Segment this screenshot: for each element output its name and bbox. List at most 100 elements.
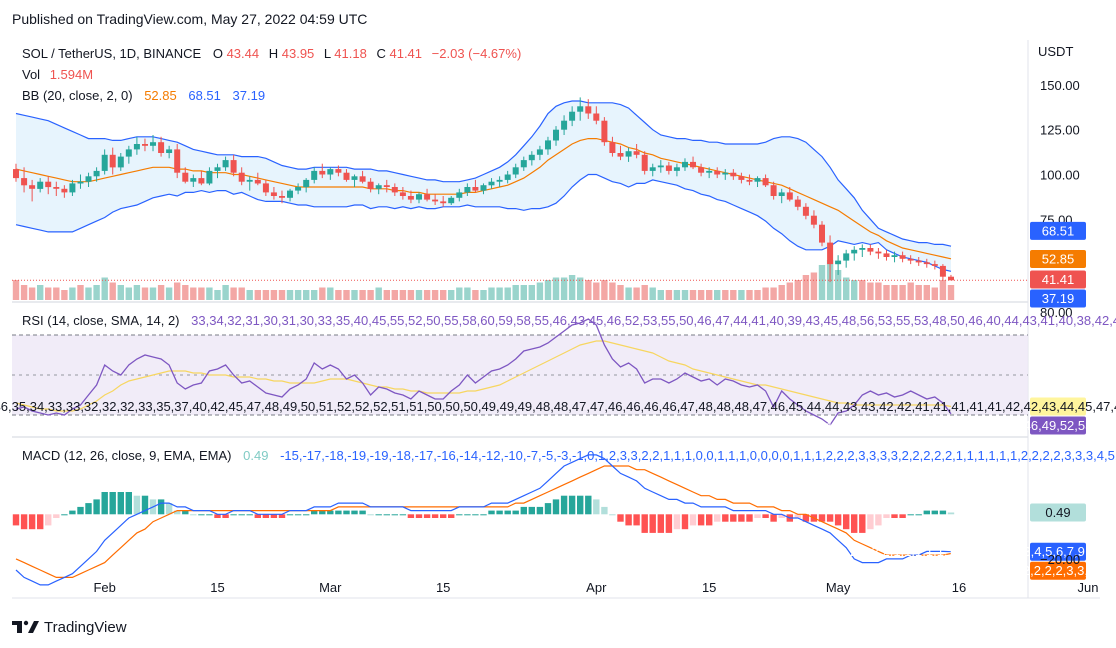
legend-volume[interactable]: Vol 1.594M [22,67,93,82]
macd-hist-bar [585,495,592,515]
macd-hist-bar [448,514,455,518]
candle [383,179,390,193]
volume-bar [649,287,656,300]
badge-macd-hist-value: 0.49 [1045,505,1070,520]
macd-hist-bar [633,514,640,526]
published-caption: Published on TradingView.com, May 27, 20… [12,11,367,27]
candle [528,151,535,166]
badge-bb-lower-value: 37.19 [1042,291,1075,306]
macd-hist-bar [931,510,938,515]
macd-hist-bar [568,495,576,515]
candle [730,169,737,180]
bb-lower-band-line [15,173,952,272]
time-axis-label: Feb [93,580,115,595]
macd-hist-bar [875,514,882,526]
tradingview-logo[interactable]: TradingView [12,619,127,636]
macd-hist-bar [939,510,947,515]
candle [287,188,293,202]
macd-hist-bar [722,514,729,522]
macd-hist-bar [649,514,656,533]
volume-bar [762,287,769,300]
volume-bar [93,285,100,300]
candle [948,274,954,281]
candle [633,144,640,159]
candle [117,153,124,171]
candle [810,210,817,229]
macd-hist-bar [335,510,342,515]
volume-bar [931,287,938,300]
volume-bar [12,280,20,300]
candle [37,178,44,193]
macd-hist-bar [778,514,785,518]
legend-high-key: H [269,46,278,61]
legend-bb-basis: 52.85 [144,88,177,103]
macd-hist-bar [456,514,463,516]
legend-symbol: SOL / TetherUS, 1D, BINANCE [22,46,202,61]
volume-bar [383,290,390,300]
macd-hist-bar [93,499,100,515]
macd-hist-bar [399,514,407,516]
candle [311,167,318,184]
volume-bar [859,280,866,300]
volume-bar [480,290,487,300]
time-axis[interactable]: Feb 15 Mar 15 Apr 15 May 16 Jun [93,580,1098,595]
legend-bb[interactable]: BB (20, close, 2, 0) 52.85 68.51 37.19 [22,88,265,103]
candle [923,258,930,268]
macd-hist-bar [375,514,382,516]
candle [133,136,140,155]
legend-rsi-value: 33,34,32,31,30,31,30,33,35,40,45,55,52,5… [191,313,1116,328]
candle [625,147,632,162]
volume-bar [133,285,141,300]
macd-hist-bar [697,514,705,526]
volume-bar [294,290,302,300]
price-axis-tick: 150.00 [1040,78,1080,93]
bb-upper-band-line [15,100,952,247]
macd-hist-bar [488,510,495,515]
volume-bar [770,287,777,300]
time-axis-label: Jun [1078,580,1099,595]
volume-bar [907,282,914,300]
macd-panel[interactable] [12,454,955,586]
rsi-panel[interactable] [12,318,1028,426]
volume-bar [456,287,463,300]
legend-rsi[interactable]: RSI (14, close, SMA, 14, 2) 33,34,32,31,… [22,313,1116,328]
macd-hist-bar [730,514,737,522]
volume-bar [673,290,681,300]
macd-hist-bar [198,514,205,516]
candle [166,145,173,159]
macd-hist-bar [617,514,624,522]
time-axis-label: Mar [319,580,342,595]
volume-bar [440,290,447,300]
candle [794,196,801,211]
macd-hist-bar [883,514,890,518]
tradingview-logo-icon [12,620,39,633]
volume-bar [875,282,882,300]
macd-hist-bar [552,499,560,515]
volume-bar [851,280,858,300]
volume-bar [867,282,874,300]
legend-macd[interactable]: MACD (12, 26, close, 9, EMA, EMA) 0.49 -… [22,448,1116,463]
candle [512,163,519,179]
legend-symbol-line[interactable]: SOL / TetherUS, 1D, BINANCE O 43.44 H 43… [22,46,521,61]
macd-hist-bar [343,510,350,515]
volume-bar [706,290,713,300]
candles [13,97,954,283]
badge-last-price-value: 41.41 [1042,272,1075,287]
macd-hist-bar [544,503,552,515]
price-panel[interactable] [12,97,1028,300]
volume-bar [85,287,92,300]
candle [77,174,84,189]
candle [375,183,382,195]
macd-hist-bar [246,514,253,516]
candle [585,99,592,119]
macd-hist-bar [77,506,84,515]
price-axis-unit: USDT [1038,44,1073,59]
candle [641,151,648,175]
candle [424,188,431,202]
macd-hist-bar [851,514,858,533]
macd-hist-bar [601,506,608,515]
macd-hist-bar [560,495,568,515]
candle [698,163,705,177]
